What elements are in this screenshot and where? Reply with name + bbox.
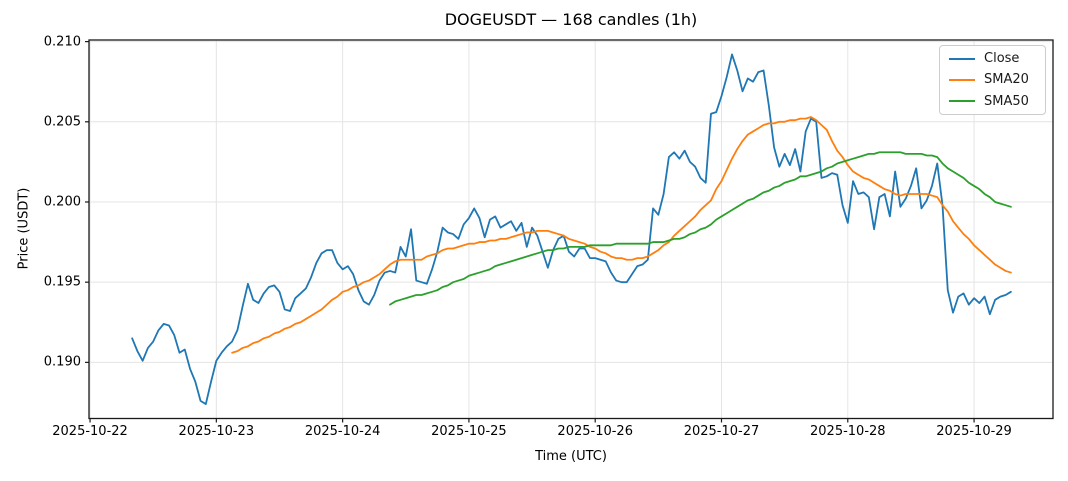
close-line-swatch-icon xyxy=(949,57,975,60)
legend: Close SMA20 SMA50 xyxy=(939,45,1046,115)
x-tick-label: 2025-10-28 xyxy=(810,424,886,439)
gridlines xyxy=(89,40,1053,419)
y-tick-label: 0.210 xyxy=(43,34,81,50)
y-tick-label: 0.200 xyxy=(43,194,81,210)
sma50-line-swatch-icon xyxy=(949,100,975,103)
y-tick-label: 0.190 xyxy=(43,354,81,370)
x-tick-label: 2025-10-22 xyxy=(52,424,128,439)
sma50-line xyxy=(389,151,1012,306)
close-line xyxy=(131,53,1012,405)
axes-spines xyxy=(88,39,1054,420)
legend-item-sma50: SMA50 xyxy=(940,94,1045,109)
x-tick-label: 2025-10-23 xyxy=(178,424,255,439)
legend-item-sma20: SMA20 xyxy=(940,72,1045,87)
legend-label-sma50: SMA50 xyxy=(984,93,1029,109)
tick-marks xyxy=(85,41,975,423)
plot-border xyxy=(88,39,1054,420)
y-tick-label: 0.205 xyxy=(43,114,81,130)
legend-label-sma20: SMA20 xyxy=(984,72,1029,88)
x-tick-label: 2025-10-24 xyxy=(304,424,381,439)
y-tick-label: 0.195 xyxy=(43,274,81,290)
y-axis-label: Price (USDT) xyxy=(16,187,32,270)
sma20-line xyxy=(231,116,1012,354)
sma20-line-swatch-icon xyxy=(949,78,975,81)
legend-label-close: Close xyxy=(984,51,1020,67)
legend-item-close: Close xyxy=(940,51,1045,66)
x-tick-label: 2025-10-25 xyxy=(431,424,507,439)
x-axis-label: Time (UTC) xyxy=(535,449,607,464)
chart-title: DOGEUSDT — 168 candles (1h) xyxy=(444,10,698,29)
x-tick-label: 2025-10-29 xyxy=(936,424,1012,439)
x-tick-label: 2025-10-26 xyxy=(557,424,633,439)
x-tick-label: 2025-10-27 xyxy=(683,424,760,439)
data-series xyxy=(131,53,1012,405)
